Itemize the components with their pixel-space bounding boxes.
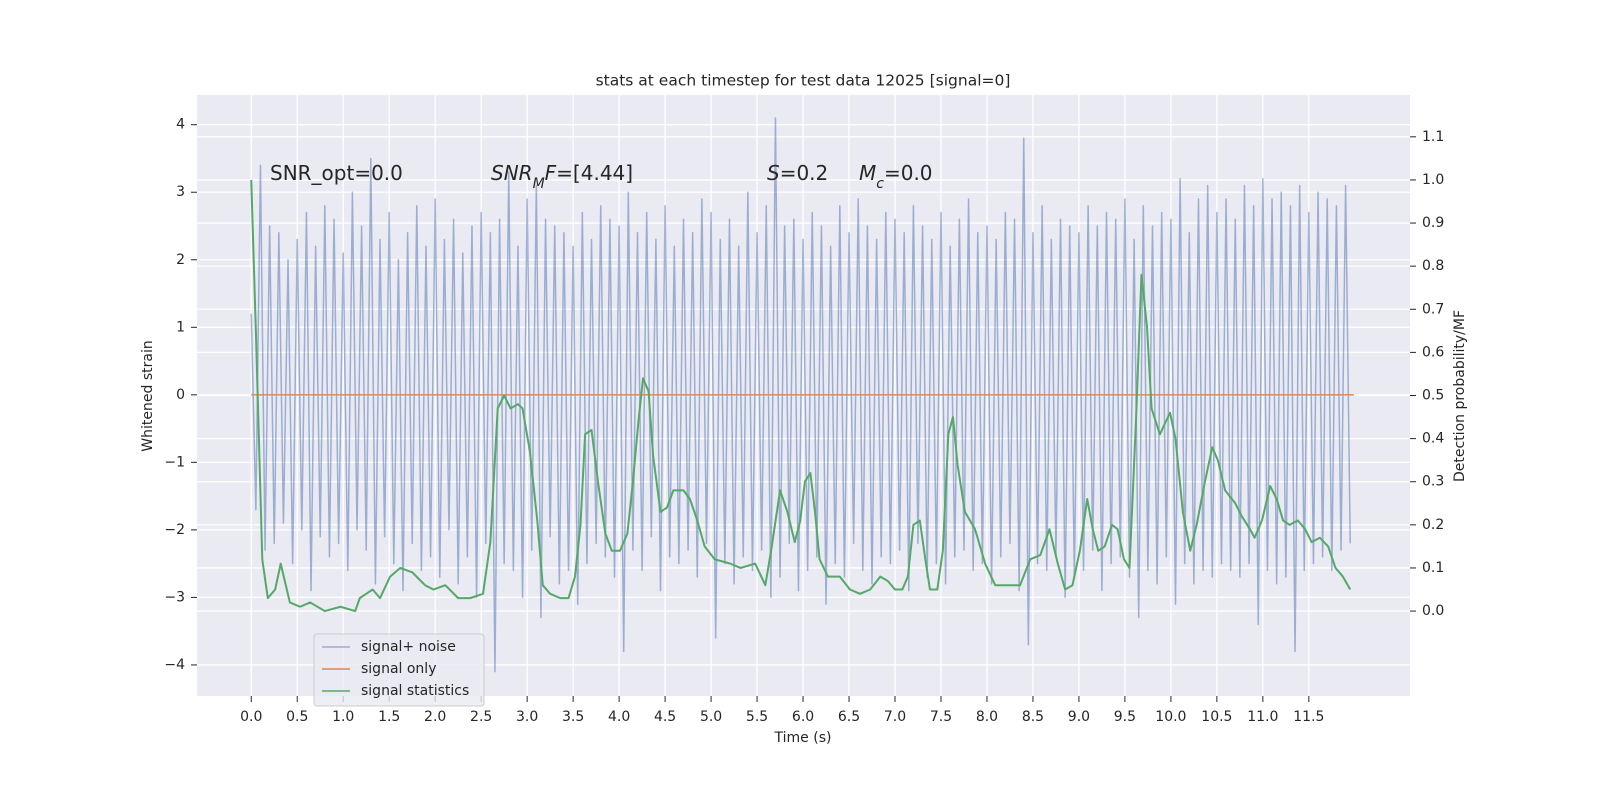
annotation: S=0.2 [767,161,828,185]
annotation-part: =0.0 [884,161,933,185]
y2-tick-label: 0.1 [1422,560,1444,576]
y-tick-label: 3 [176,184,185,200]
y-tick-label: −2 [164,522,185,538]
x-tick-label: 2.0 [424,709,446,725]
y2-tick-label: 0.4 [1422,431,1444,447]
x-tick-label: 1.5 [378,709,400,725]
annotation-part: =[4.44] [556,161,633,185]
y-tick-label: −3 [164,589,185,605]
annotation-part: SNR_opt=0.0 [270,161,403,185]
y2-axis-label: Detection probability/MF [1452,310,1468,482]
y2-tick-label: 0.0 [1422,603,1444,619]
x-tick-label: 6.5 [838,709,860,725]
x-tick-label: 11.0 [1247,709,1278,725]
y2-tick-label: 0.5 [1422,388,1444,404]
x-tick-label: 8.5 [1022,709,1044,725]
x-tick-label: 1.0 [332,709,354,725]
x-tick-label: 11.5 [1293,709,1324,725]
annotation-part: M [533,176,545,192]
x-tick-label: 7.0 [884,709,906,725]
legend-label: signal statistics [361,683,469,699]
y2-tick-label: 0.3 [1422,474,1444,490]
y-tick-label: −4 [164,657,185,673]
annotation: SNR_opt=0.0 [270,161,403,185]
x-tick-label: 2.5 [470,709,492,725]
y2-tick-label: 0.9 [1422,215,1444,231]
series-line [250,179,1352,613]
x-tick-label: 8.0 [976,709,998,725]
x-tick-label: 4.5 [654,709,676,725]
y-tick-label: 2 [176,252,185,268]
y2-tick-label: 0.2 [1422,517,1444,533]
annotation-part: c [876,176,884,192]
x-tick-label: 10.0 [1155,709,1186,725]
legend-label: signal only [361,661,436,677]
x-tick-label: 4.0 [608,709,630,725]
annotation-part: M [859,161,876,185]
y-tick-label: −1 [164,454,185,470]
y2-tick-label: 0.8 [1422,258,1444,274]
legend-box [313,633,485,707]
y2-tick-label: 0.6 [1422,344,1444,360]
y-tick-label: 0 [176,387,185,403]
x-tick-label: 9.5 [1114,709,1136,725]
x-tick-label: 5.0 [700,709,722,725]
y-axis-label: Whitened strain [140,340,156,451]
x-tick-label: 9.0 [1068,709,1090,725]
y-tick-label: 4 [176,117,185,133]
x-tick-label: 0.5 [286,709,308,725]
annotation-part: F [545,161,557,185]
x-tick-label: 3.5 [562,709,584,725]
y-tick-label: 1 [176,319,185,335]
x-tick-label: 10.5 [1201,709,1232,725]
y2-tick-label: 1.1 [1422,129,1444,145]
annotation-part: SNR [491,161,533,185]
x-tick-label: 3.0 [516,709,538,725]
y2-tick-label: 0.7 [1422,301,1444,317]
annotation: SNRMF=[4.44] [491,161,633,192]
legend-label: signal+ noise [361,639,456,655]
y2-tick-label: 1.0 [1422,172,1444,188]
chart-title: stats at each timestep for test data 120… [596,72,1011,90]
x-tick-label: 7.5 [930,709,952,725]
x-tick-label: 0.0 [240,709,262,725]
x-axis-label: Time (s) [774,730,832,746]
annotation-part: S [767,161,780,185]
x-tick-label: 5.5 [746,709,768,725]
series-line [250,117,1351,673]
x-tick-label: 6.0 [792,709,814,725]
annotation: Mc=0.0 [859,161,933,192]
annotation-part: =0.2 [780,161,829,185]
